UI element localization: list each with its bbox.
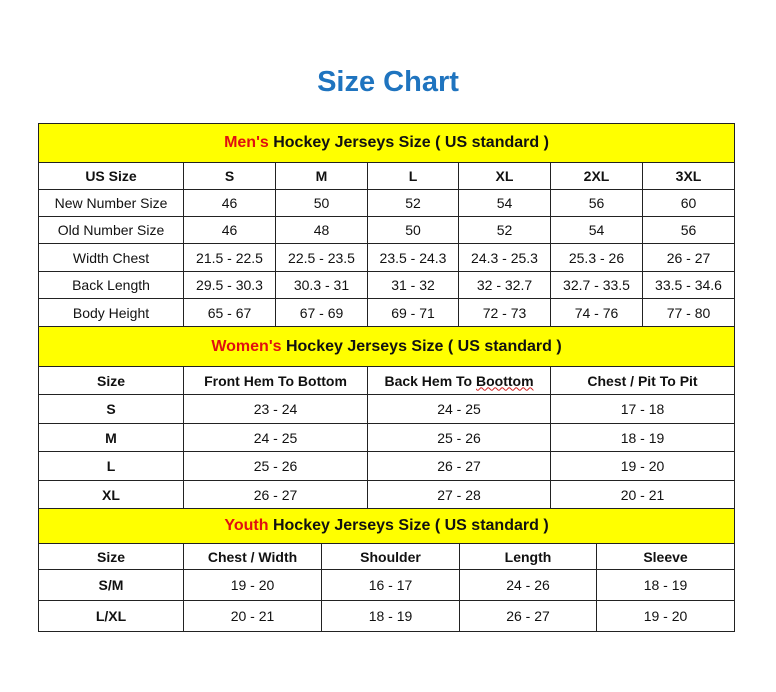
column-header: Front Hem To Bottom [183, 366, 368, 395]
table-row: Back Length 29.5 - 30.3 30.3 - 31 31 - 32 32… [38, 271, 735, 299]
table-cell: 54 [458, 189, 551, 217]
table-cell: 32.7 - 33.5 [550, 271, 643, 299]
column-header: Chest / Pit To Pit [550, 366, 735, 395]
table-cell: 77 - 80 [642, 298, 735, 327]
table-cell: 54 [550, 216, 643, 244]
row-label: L/XL [38, 600, 184, 632]
table-cell: 26 - 27 [367, 451, 551, 481]
row-label: M [38, 423, 184, 452]
table-cell: 18 - 19 [550, 423, 735, 452]
table-cell: 25.3 - 26 [550, 243, 643, 272]
table-cell: 18 - 19 [321, 600, 460, 632]
table-cell: 24.3 - 25.3 [458, 243, 551, 272]
table-cell: 26 - 27 [459, 600, 597, 632]
table-cell: 19 - 20 [595, 600, 736, 632]
table-row: L 25 - 26 26 - 27 19 - 20 [38, 451, 735, 481]
table-cell: 26 - 27 [642, 243, 735, 272]
header-row: US Size S M L XL 2XL 3XL [38, 162, 735, 190]
table-cell: 16 - 17 [321, 569, 460, 601]
table-cell: 60 [642, 189, 735, 217]
table-cell: 52 [458, 216, 551, 244]
table-cell: 23.5 - 24.3 [367, 243, 459, 272]
column-header: Sleeve [595, 543, 736, 570]
column-header: XL [458, 162, 551, 190]
women-size-table: Women's Hockey Jerseys Size ( US standar… [38, 326, 735, 509]
table-cell: 69 - 71 [367, 298, 459, 327]
table-cell: 33.5 - 34.6 [642, 271, 735, 299]
column-header: Back Hem To Boottom [367, 366, 551, 395]
table-cell: 56 [550, 189, 643, 217]
table-cell: 25 - 26 [367, 423, 551, 452]
row-label: L [38, 451, 184, 481]
table-cell: 21.5 - 22.5 [183, 243, 276, 272]
column-header: L [367, 162, 459, 190]
men-size-table: Men's Hockey Jerseys Size ( US standard … [38, 123, 735, 327]
youth-section-title: Youth Hockey Jerseys Size ( US standard … [37, 508, 736, 544]
column-header: Size [38, 366, 184, 395]
table-cell: 24 - 25 [183, 423, 368, 452]
table-cell: 17 - 18 [550, 394, 735, 424]
column-header: M [275, 162, 368, 190]
table-row: Width Chest 21.5 - 22.5 22.5 - 23.5 23.5 - … [38, 243, 735, 272]
table-row: M 24 - 25 25 - 26 18 - 19 [38, 423, 735, 452]
women-section-title: Women's Hockey Jerseys Size ( US standar… [38, 326, 735, 367]
table-cell: 50 [367, 216, 459, 244]
row-label: S [38, 394, 184, 424]
row-label: Width Chest [38, 243, 184, 272]
table-cell: 20 - 21 [550, 480, 735, 509]
table-row: Body Height 65 - 67 67 - 69 69 - 71 72 - 73 7… [38, 298, 735, 327]
table-cell: 26 - 27 [183, 480, 368, 509]
table-cell: 50 [275, 189, 368, 217]
men-section-title: Men's Hockey Jerseys Size ( US standard … [38, 123, 735, 163]
table-cell: 25 - 26 [183, 451, 368, 481]
table-cell: 56 [642, 216, 735, 244]
page-title: Size Chart [317, 66, 459, 98]
table-cell: 46 [183, 189, 276, 217]
table-row: L/XL 20 - 21 18 - 19 26 - 27 19 - 20 [38, 600, 736, 632]
table-row: S/M 19 - 20 16 - 17 24 - 26 18 - 19 [38, 569, 736, 601]
table-cell: 65 - 67 [183, 298, 276, 327]
table-cell: 52 [367, 189, 459, 217]
column-header: Length [459, 543, 597, 570]
table-row: New Number Size 46 50 52 54 56 60 [38, 189, 735, 217]
table-cell: 19 - 20 [550, 451, 735, 481]
row-label: S/M [38, 569, 184, 601]
table-cell: 20 - 21 [183, 600, 322, 632]
table-cell: 72 - 73 [458, 298, 551, 327]
table-row: S 23 - 24 24 - 25 17 - 18 [38, 394, 735, 424]
table-cell: 67 - 69 [275, 298, 368, 327]
table-cell: 18 - 19 [595, 569, 736, 601]
table-cell: 31 - 32 [367, 271, 459, 299]
column-header: 3XL [642, 162, 735, 190]
row-label: Body Height [38, 298, 184, 327]
table-cell: 24 - 26 [459, 569, 597, 601]
table-cell: 29.5 - 30.3 [183, 271, 276, 299]
row-label: New Number Size [38, 189, 184, 217]
table-row: Old Number Size 46 48 50 52 54 56 [38, 216, 735, 244]
table-cell: 48 [275, 216, 368, 244]
table-row: XL 26 - 27 27 - 28 20 - 21 [38, 480, 735, 509]
table-cell: 32 - 32.7 [458, 271, 551, 299]
table-cell: 22.5 - 23.5 [275, 243, 368, 272]
row-label: Old Number Size [38, 216, 184, 244]
column-header: Shoulder [321, 543, 460, 570]
column-header: Size [38, 543, 184, 570]
row-label: Back Length [38, 271, 184, 299]
table-cell: 23 - 24 [183, 394, 368, 424]
table-cell: 46 [183, 216, 276, 244]
misspelled-word: Boottom [476, 372, 534, 389]
row-label: XL [38, 480, 184, 509]
youth-size-table: Youth Hockey Jerseys Size ( US standard … [37, 508, 736, 632]
column-header: S [183, 162, 276, 190]
table-cell: 19 - 20 [183, 569, 322, 601]
header-row: Size Chest / Width Shoulder Length Sleeve [38, 543, 736, 570]
table-cell: 24 - 25 [367, 394, 551, 424]
column-header: US Size [38, 162, 184, 190]
table-cell: 27 - 28 [367, 480, 551, 509]
column-header: 2XL [550, 162, 643, 190]
table-cell: 30.3 - 31 [275, 271, 368, 299]
header-row: Size Front Hem To Bottom Back Hem To Boott… [38, 366, 735, 395]
column-header: Chest / Width [183, 543, 322, 570]
table-cell: 74 - 76 [550, 298, 643, 327]
